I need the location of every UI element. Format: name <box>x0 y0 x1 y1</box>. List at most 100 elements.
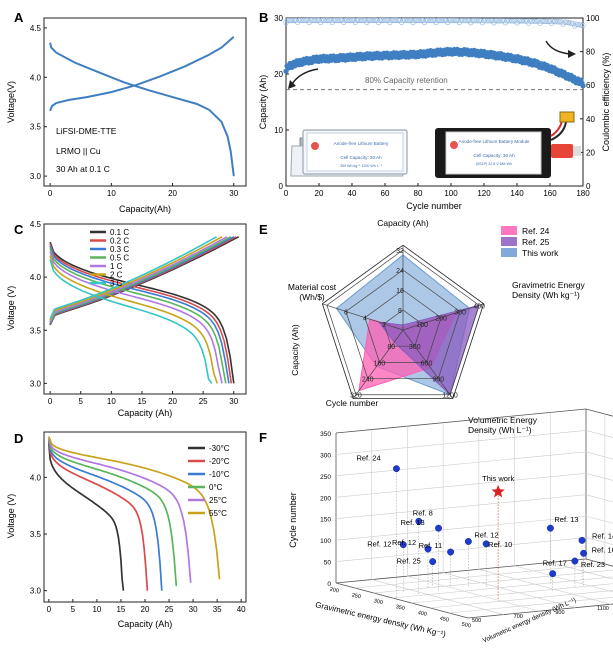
radar-tick: 240 <box>362 377 374 384</box>
radar-tick: 200 <box>435 316 447 323</box>
ce-point <box>471 18 477 24</box>
y-tick-label: 4.5 <box>30 220 42 229</box>
series-lines-c <box>49 236 240 384</box>
x-tick-label: 25 <box>199 397 208 406</box>
arrowhead-right-icon <box>568 50 576 58</box>
ce-point <box>448 17 454 24</box>
radar-axis-label: Capacity (Ah) <box>377 218 429 228</box>
ref-point <box>546 524 554 532</box>
discharge-line <box>49 251 223 384</box>
ce-point <box>494 18 500 24</box>
panel-c: C 0 5 10 15 20 25 30 3.0 3.5 4.0 4.5 0.1 C0.2 C0.3… <box>6 220 247 418</box>
ref-point <box>447 548 455 556</box>
legend-c: 0.1 C0.2 C0.3 C0.5 C1 C2 C3 C <box>90 228 129 288</box>
radar-tick: 600 <box>421 360 433 367</box>
ce-point <box>481 18 487 24</box>
x-tick-label: 5 <box>71 605 76 614</box>
legend-label: -10°C <box>209 470 230 479</box>
note-cell-config: LRMO || Cu <box>56 146 101 156</box>
ref-point <box>415 517 423 525</box>
x-tick-label: 30 <box>229 397 238 406</box>
ce-point <box>484 18 490 24</box>
x-tick-label: 20 <box>141 605 150 614</box>
temp-line <box>47 439 163 591</box>
radar-ring <box>383 309 423 347</box>
xlabel-c: Capacity (Ah) <box>118 408 173 418</box>
panel-letter-f: F <box>259 430 267 445</box>
ref-label: Ref. 12 <box>474 531 498 540</box>
ref-label: Ref. 16 <box>592 545 613 554</box>
ce-point <box>392 17 398 24</box>
ce-point <box>354 17 360 23</box>
z-tick-label: 700 <box>514 614 523 620</box>
x-tick-label: 25 <box>165 605 174 614</box>
legend-label: 2 C <box>110 271 123 280</box>
radar-area-1 <box>378 304 480 396</box>
grid-line <box>478 568 611 605</box>
panel-a: A 0 10 20 30 3.0 3.5 4.0 4.5 LiFSI-DME-TTE LRMO… <box>6 10 247 214</box>
radar-axis-label: Material cost (Wh/$) <box>288 282 337 302</box>
x-tick-label: 100 <box>444 189 458 198</box>
legend-swatch <box>501 237 517 246</box>
x-tick-label: 200 <box>329 587 339 595</box>
star-icon <box>491 484 505 498</box>
box-edge <box>335 558 587 584</box>
ce-point <box>552 19 558 25</box>
discharge-line <box>49 248 227 384</box>
legend-label: 3 C <box>110 279 123 288</box>
x-tick-label: 400 <box>417 610 427 618</box>
y-tick-label: 20 <box>274 70 283 79</box>
ce-point <box>436 17 443 24</box>
x-tick-label: 80 <box>414 189 423 198</box>
grid-line <box>371 579 504 615</box>
ref-label: Ref. 17 <box>543 559 567 568</box>
line-charge <box>49 36 235 112</box>
grid-line <box>443 572 576 609</box>
ce-point <box>580 22 586 29</box>
ce-point <box>459 17 466 24</box>
y-tick-label: 10 <box>274 126 283 135</box>
legend-label: -30°C <box>209 444 230 453</box>
ref-point <box>580 549 588 557</box>
discharge-line <box>49 243 233 384</box>
ce-point <box>463 17 469 24</box>
y-tick-label: 200 <box>320 495 331 502</box>
ce-point <box>506 18 512 24</box>
radar-ring <box>345 269 461 379</box>
y-tick-label: 4.0 <box>30 73 42 82</box>
ce-point <box>389 17 395 23</box>
capacity-point <box>580 83 586 89</box>
cell-spec: 350 Wh kg⁻¹ 1200 Wh L⁻¹ <box>340 164 383 168</box>
ce-point <box>415 17 421 24</box>
panel-letter-b: B <box>259 10 268 25</box>
x-tick-label: 300 <box>373 598 383 606</box>
ce-point <box>402 17 408 24</box>
grid-line <box>373 569 613 594</box>
ce-point <box>507 18 514 24</box>
legend-label: Ref. 25 <box>522 237 550 247</box>
ce-point <box>412 17 418 24</box>
panel-letter-a: A <box>14 10 24 25</box>
x-tick-label: 0 <box>48 397 53 406</box>
radar-axis-label-line: Material cost <box>288 282 337 292</box>
ylabel-b: Capacity (Ah) <box>258 75 268 130</box>
ce-point <box>357 17 363 23</box>
ce-point <box>496 18 502 24</box>
legend-swatch <box>501 226 517 235</box>
x-tick-label: 140 <box>510 189 524 198</box>
y-tick-label: 30 <box>274 14 283 23</box>
legend-label: 0.2 C <box>110 237 129 246</box>
y-tick-label: 0 <box>279 182 284 191</box>
ce-point <box>530 18 537 24</box>
y2-tick-label: 20 <box>586 148 595 157</box>
ce-point <box>347 17 353 23</box>
y-tick-label: 250 <box>320 474 331 481</box>
y-tick-label: 3.5 <box>30 530 42 539</box>
ce-point <box>539 18 545 24</box>
ce-point <box>309 17 316 23</box>
axis-ticks-b: 0 20 40 60 80 100 120 140 160 1800102030020406080… <box>274 14 600 198</box>
radar-axis-label: Volumetric Energy Density (Wh L⁻¹) <box>468 415 538 435</box>
x-tick-label: 40 <box>237 605 246 614</box>
temp-line <box>47 443 125 591</box>
